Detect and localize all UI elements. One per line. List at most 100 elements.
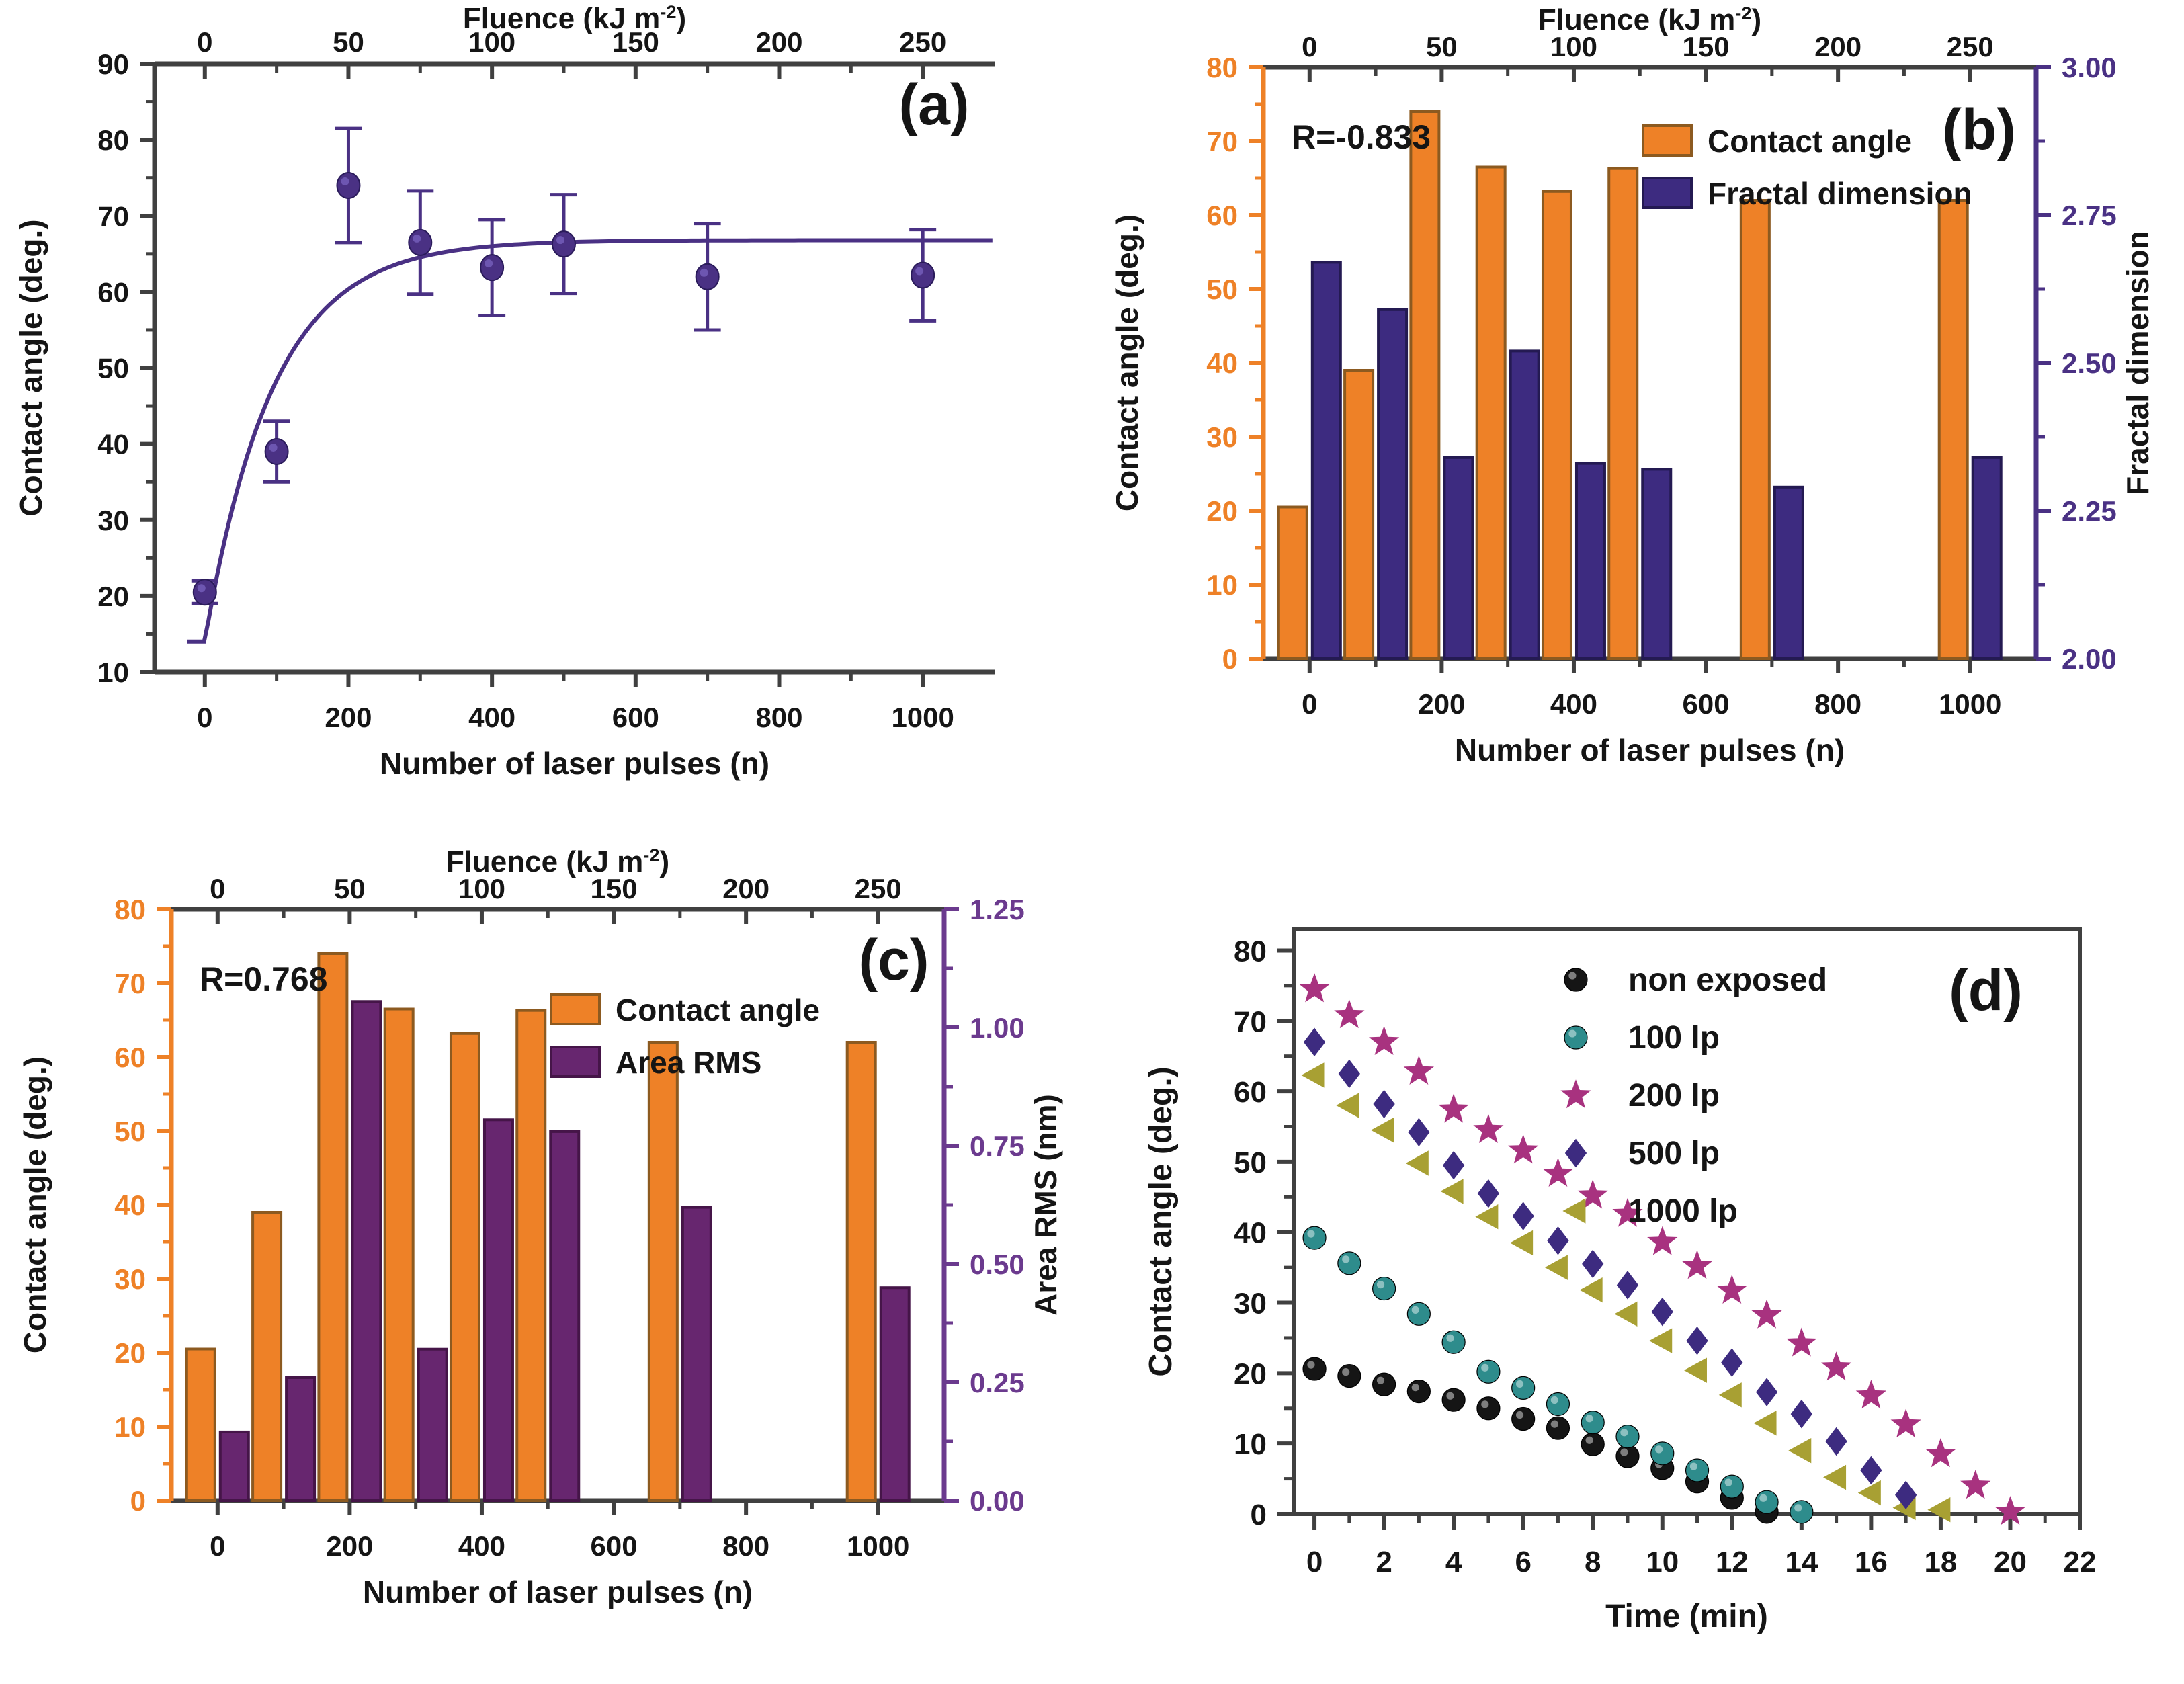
- panel-d-data-point: [1647, 1226, 1678, 1255]
- panel-a-bottom-tick-label: 400: [468, 702, 515, 733]
- panel-a-y-tick-label: 30: [97, 505, 129, 536]
- c-root-legend-label: Contact angle: [616, 993, 820, 1027]
- b-root-top-axis-title: Fluence (kJ m-2): [1538, 3, 1761, 37]
- panel-d-data-point-highlight: [1515, 1380, 1524, 1388]
- panel-d-data-point: [1823, 1464, 1847, 1490]
- panel-d-data-point: [1825, 1427, 1847, 1456]
- panel-a-y-tick-label: 10: [97, 657, 129, 688]
- b-root-y-axis-title: Contact angle (deg.): [1109, 214, 1144, 511]
- panel-d-legend: non exposed 100 lp 200 lp 500 lp 1000 lp: [1560, 962, 1827, 1229]
- panel-d-data-point-highlight: [1342, 1255, 1350, 1263]
- b-root-bottom-tick-label: 600: [1683, 688, 1730, 720]
- c-root-bar-secondary: [218, 1430, 250, 1502]
- panel-d-series: [1303, 1027, 1917, 1509]
- c-root-top-tick-label: 200: [722, 873, 769, 904]
- panel-d-data-point: [1890, 1408, 1921, 1438]
- c-root-legend-swatch: [550, 1046, 601, 1078]
- c-root-y-tick-label: 50: [114, 1115, 146, 1147]
- panel-d-data-point: [1405, 1150, 1429, 1176]
- panel-d-data-point: [1476, 1359, 1501, 1384]
- panel-a-data-point-highlight: [197, 584, 206, 593]
- panel-d-data-point: [1579, 1277, 1603, 1303]
- b-root-y2-tick-label: 3.00: [2062, 52, 2117, 83]
- c-root-bar-secondary: [681, 1206, 712, 1503]
- panel-a-y-tick-label: 60: [97, 276, 129, 308]
- panel-d-legend-marker: [1564, 1138, 1587, 1168]
- panel-a-top-tick-label: 250: [899, 26, 946, 58]
- b-root-bar-contact-angle: [1277, 505, 1308, 660]
- panel-a-data-point-highlight: [556, 236, 564, 245]
- panel-d-data-point: [1408, 1118, 1430, 1147]
- panel-a-top-axis-title: Fluence (kJ m-2): [463, 1, 686, 36]
- panel-d-data-point-highlight: [1689, 1462, 1698, 1470]
- panel-a-bottom-tick-label: 200: [325, 702, 372, 733]
- panel-d-y-tick-label: 20: [1234, 1357, 1267, 1390]
- panel-d-data-point-highlight: [1550, 1396, 1558, 1404]
- panel-d-data-point: [1821, 1351, 1852, 1381]
- panel-d-data-point: [1681, 1250, 1713, 1279]
- panel-d-data-point: [1582, 1249, 1604, 1279]
- c-root-y2-tick-label: 0.75: [970, 1130, 1025, 1162]
- panel-a-data-series: [191, 126, 937, 606]
- b-root-bar-secondary: [1773, 485, 1804, 660]
- c-root-bar-contact-angle: [185, 1347, 216, 1502]
- b-root-legend-label: Contact angle: [1708, 124, 1912, 159]
- panel-a-data-point-highlight: [915, 267, 924, 276]
- b-root-bottom-tick-label: 0: [1302, 688, 1317, 720]
- c-root-y2-tick-label: 1.00: [970, 1012, 1025, 1044]
- c-root-top-tick-label: 50: [334, 873, 366, 904]
- panel-d-data-point: [1718, 1382, 1742, 1408]
- panel-d-data-point: [1651, 1297, 1673, 1327]
- panel-d-frame: [1292, 927, 2082, 1516]
- c-root-legend-swatch: [550, 993, 601, 1025]
- panel-d-y-tick-label: 40: [1234, 1217, 1267, 1250]
- panel-d-data-point-highlight: [1585, 1415, 1593, 1423]
- panel-d-legend-label: 200 lp: [1628, 1078, 1720, 1113]
- panel-d-data-point: [1302, 1226, 1327, 1250]
- b-root-bottom-tick-label: 1000: [1939, 688, 2001, 720]
- panel-d-data-point-highlight: [1376, 1281, 1385, 1289]
- panel-d-data-point: [1337, 1251, 1361, 1275]
- panel-d-data-point-highlight: [1481, 1363, 1489, 1372]
- c-root-bar-contact-angle: [449, 1032, 480, 1502]
- panel-a-data-point: [264, 437, 289, 465]
- c-root-y2-tick-label: 0.50: [970, 1249, 1025, 1280]
- panel-a-data-point-highlight: [269, 443, 278, 452]
- b-root-legend-swatch: [1642, 124, 1693, 157]
- panel-a-data-point: [911, 261, 935, 289]
- panel-d-data-point: [1510, 1230, 1534, 1256]
- b-root-y2-tick-label: 2.75: [2062, 200, 2117, 231]
- panel-a-data-point: [336, 172, 361, 199]
- panel-c: Fluence (kJ m-2) 0 50 100 150 200 250 0 200 400 60…: [0, 842, 1092, 1684]
- panel-d-legend-label: 500 lp: [1628, 1136, 1720, 1171]
- b-root-y-tick-label: 40: [1206, 347, 1238, 379]
- panel-a-data-point: [695, 263, 720, 290]
- panel-d-y-tick-label: 0: [1251, 1499, 1267, 1531]
- panel-d-series: [1302, 1226, 1814, 1524]
- panel-d: 0 2 4 6 8 10 12 14 16 18 20 22 0 10 20 30 40 50 60 70 80 Time…: [1092, 842, 2184, 1684]
- panel-d-data-point: [1475, 1204, 1499, 1230]
- c-root-top-tick-label: 100: [458, 873, 505, 904]
- panel-d-data-point: [1302, 1357, 1327, 1381]
- panel-a-data-point: [408, 228, 433, 256]
- c-root-top-tick-label: 250: [855, 873, 902, 904]
- panel-a-top-tick-label: 100: [468, 26, 515, 58]
- b-root-bar-secondary: [1443, 456, 1474, 660]
- c-root-y-tick-label: 10: [114, 1411, 146, 1443]
- panel-d-x-tick-label: 22: [2064, 1546, 2097, 1578]
- panel-d-y-tick-label: 50: [1234, 1146, 1267, 1179]
- panel-a-top-tick-label: 0: [197, 26, 212, 58]
- panel-a-x-axis-title: Number of laser pulses (n): [380, 746, 769, 781]
- panel-a-y-tick-label: 80: [97, 124, 129, 156]
- c-root-top-tick-label: 0: [210, 873, 225, 904]
- b-root-label: (b): [1942, 97, 2016, 162]
- panel-d-data-point: [1788, 1437, 1812, 1464]
- b-root-x-axis-title: Number of laser pulses (n): [1455, 732, 1845, 767]
- b-root-legend-swatch: [1642, 177, 1693, 209]
- panel-a-data-point-highlight: [413, 234, 421, 243]
- panel-d-data-point: [1753, 1411, 1777, 1436]
- panel-d-data-point: [1751, 1299, 1782, 1329]
- c-root-bars: [185, 952, 911, 1503]
- panel-d-data-point: [1895, 1480, 1917, 1509]
